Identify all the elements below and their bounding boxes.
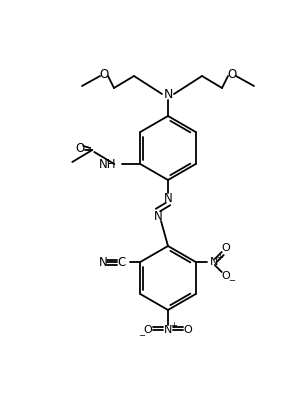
Text: −: − [139,332,145,341]
Text: O: O [76,142,85,154]
Text: O: O [221,271,230,281]
Text: N: N [99,256,108,269]
Text: O: O [221,243,230,253]
Text: +: + [216,252,223,261]
Text: −: − [228,277,235,285]
Text: NH: NH [99,158,116,170]
Text: O: O [184,325,192,335]
Text: N: N [164,191,173,205]
Text: +: + [170,320,177,330]
Text: C: C [117,256,125,269]
Text: N: N [164,325,172,335]
Text: N: N [163,88,173,101]
Text: O: O [227,68,237,80]
Text: O: O [144,325,152,335]
Text: O: O [99,68,109,80]
Text: N: N [210,257,218,267]
Text: N: N [154,209,162,222]
